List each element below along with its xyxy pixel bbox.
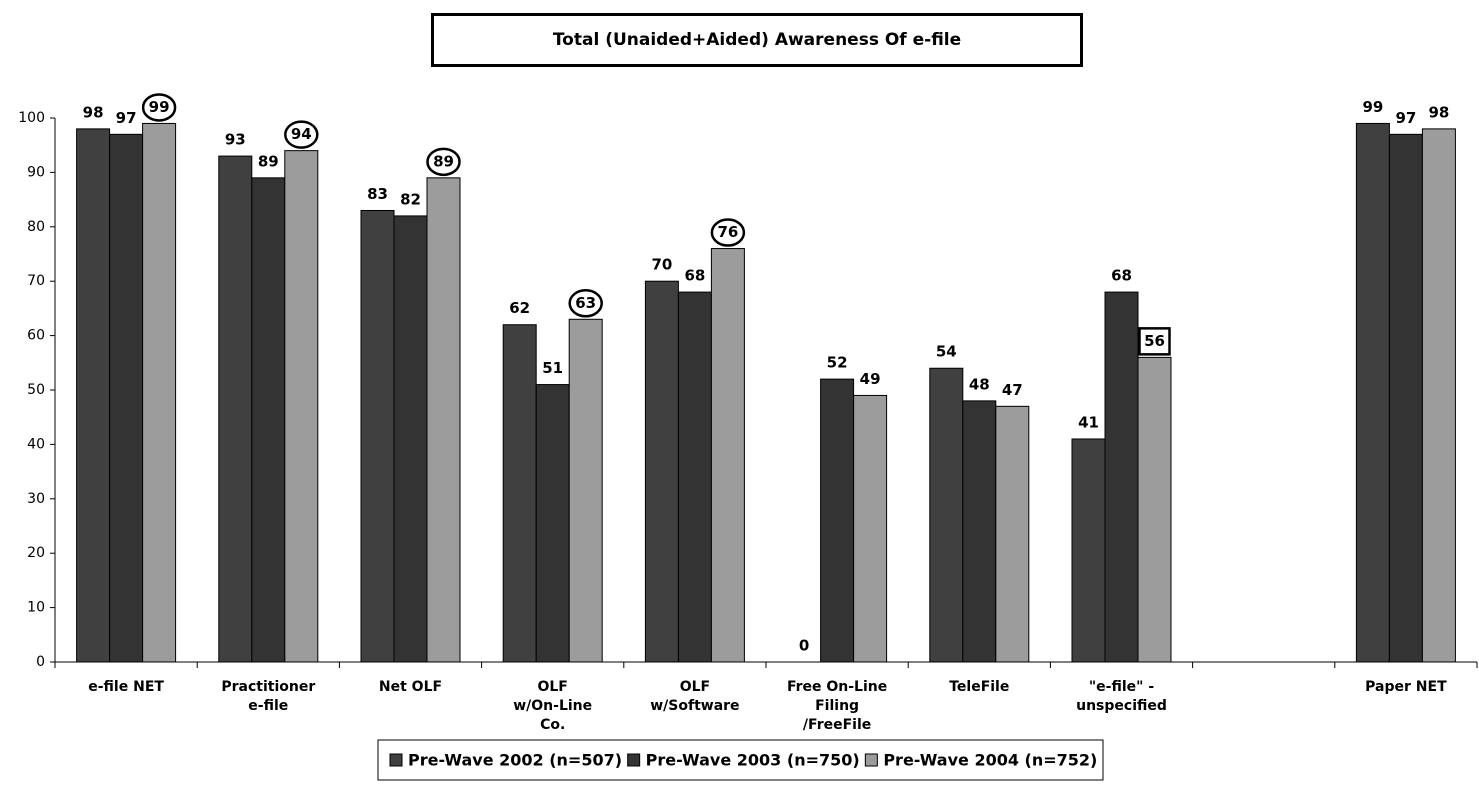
data-label: 97 [1395,109,1416,127]
y-tick-label: 100 [18,110,45,126]
data-label: 68 [1111,267,1132,285]
label-circle [141,93,177,122]
y-tick-label: 60 [27,328,45,344]
data-label: 89 [258,152,279,170]
data-label: 68 [684,267,705,285]
data-label: 49 [860,370,881,388]
data-label: 47 [1002,381,1023,399]
legend-swatch [389,753,403,767]
data-label: 76 [717,223,738,241]
bar [677,291,712,663]
data-label: 83 [367,185,388,203]
data-label: 70 [651,256,672,274]
y-tick-label: 80 [27,219,45,235]
bar [1104,291,1139,663]
x-tick-label: Free On-Line Filing /FreeFile [786,679,888,733]
y-tick-label: 10 [27,600,45,616]
x-tick-label: e-file NET [88,679,164,695]
chart-title: Total (Unaided+Aided) Awareness Of e-fil… [431,13,1083,67]
y-tick-label: 40 [27,436,45,452]
bar [360,209,395,663]
data-label: 51 [542,359,563,377]
bar [502,324,537,663]
x-tick-label: Net OLF [378,679,443,695]
legend-label: Pre-Wave 2004 (n=752) [883,751,1097,770]
data-label: 99 [149,98,170,116]
bar [109,133,144,663]
bar [251,177,286,663]
data-label: 41 [1078,413,1099,431]
bar [820,378,855,663]
data-label: 0 [799,637,809,655]
data-label: 97 [116,109,137,127]
y-tick-label: 20 [27,545,45,561]
data-label: 62 [509,299,530,317]
y-tick-label: 70 [27,273,45,289]
data-label: 94 [291,125,312,143]
y-tick-label: 0 [36,654,45,670]
label-circle [426,147,461,177]
bar [1421,128,1456,663]
bar [1071,438,1106,663]
data-label: 93 [225,131,246,149]
data-label: 98 [1428,103,1449,121]
bar [995,405,1030,663]
x-tick-label: Practitioner e-file [221,679,316,714]
x-tick-label: Paper NET [1365,679,1447,695]
data-label: 48 [969,375,990,393]
bar [535,384,570,663]
legend-box [377,739,1104,781]
x-tick-label: TeleFile [949,679,1010,695]
bar [76,128,111,663]
bar [142,122,177,663]
bar [853,394,888,663]
bar [1137,356,1172,663]
y-tick-label: 50 [27,382,45,398]
data-label: 52 [827,354,848,372]
bar [962,400,997,663]
legend-label: Pre-Wave 2002 (n=507) [408,751,622,770]
x-tick-label: OLF w/On-Line Co. [513,679,593,733]
bar [426,177,461,663]
label-box [1138,327,1171,356]
label-circle [284,120,319,149]
data-label: 89 [433,152,454,170]
x-tick-label: OLF w/Software [650,679,740,714]
bar [218,155,253,663]
data-label: 82 [400,190,421,208]
label-circle [710,218,746,247]
bar [1388,133,1423,663]
y-tick-label: 90 [27,164,45,180]
legend-label: Pre-Wave 2003 (n=750) [646,751,860,770]
bar [1355,122,1390,663]
data-label: 56 [1144,332,1165,350]
legend-swatch [864,753,878,767]
bar [929,367,964,663]
x-tick-label: "e-file" - unspecified [1076,679,1167,714]
label-circle [568,289,603,318]
bar [568,318,603,663]
bar [710,248,745,663]
bar [644,280,679,663]
data-label: 98 [83,103,104,121]
y-tick-label: 30 [27,491,45,507]
data-label: 63 [575,294,596,312]
bar [393,215,428,663]
data-label: 99 [1362,98,1383,116]
legend-swatch [627,753,641,767]
bar [284,150,319,663]
data-label: 54 [936,343,957,361]
